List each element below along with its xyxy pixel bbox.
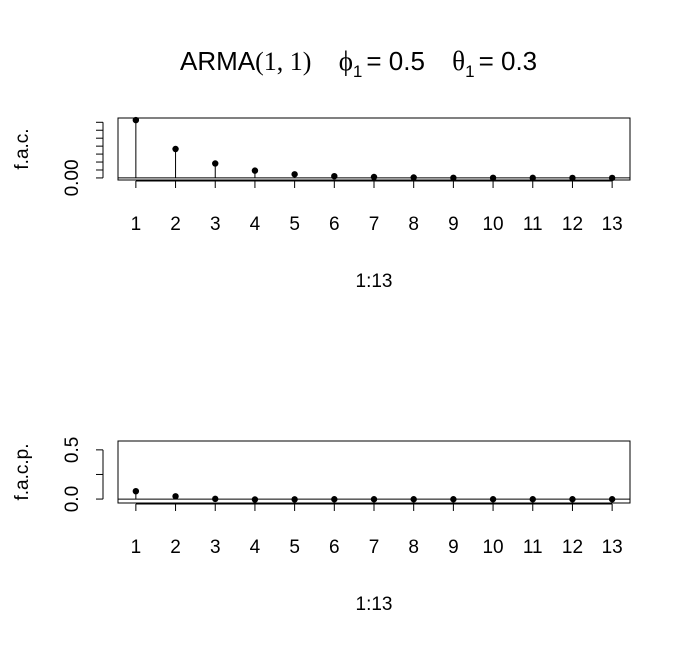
data-point	[410, 496, 417, 503]
x-tick-label: 8	[408, 537, 419, 558]
data-point	[529, 174, 536, 182]
title-args: (1, 1)	[255, 47, 311, 76]
data-point	[251, 167, 259, 174]
x-tick-label: 12	[562, 537, 583, 558]
x-tick-label: 8	[408, 214, 419, 235]
data-point	[331, 496, 338, 503]
chart-title: ARMA(1, 1) ϕ1 = 0.5 θ1 = 0.3	[180, 46, 537, 81]
data-point	[489, 496, 497, 503]
title-phi-value: = 0.5	[366, 46, 425, 76]
x-tick-label: 5	[289, 537, 300, 558]
data-point	[132, 116, 140, 124]
x-tick-label: 7	[369, 537, 380, 558]
data-point	[132, 487, 140, 495]
data-point	[370, 173, 378, 181]
x-tick-label: 1	[131, 537, 142, 558]
y-tick-label: 0.00	[62, 159, 83, 196]
data-point	[251, 496, 259, 503]
data-point	[569, 496, 576, 503]
data-point	[212, 160, 219, 167]
x-tick-label: 9	[448, 214, 459, 235]
data-point	[450, 174, 457, 181]
x-axis-label: 1:13	[356, 271, 393, 292]
data-point	[450, 496, 457, 503]
data-point	[370, 496, 378, 503]
data-point	[569, 174, 576, 182]
x-tick-label: 2	[170, 537, 181, 558]
data-point	[489, 174, 497, 181]
x-tick-label: 13	[602, 537, 623, 558]
x-tick-label: 4	[250, 537, 261, 558]
data-point	[608, 174, 616, 182]
plot-frame	[117, 117, 631, 181]
x-tick-label: 6	[329, 214, 340, 235]
y-tick-label: 0.5	[62, 437, 83, 463]
title-phi-symbol: ϕ	[339, 46, 353, 76]
x-tick-label: 11	[523, 214, 543, 235]
x-tick-label: 12	[562, 214, 583, 235]
x-tick-label: 3	[210, 537, 221, 558]
x-axis-label: 1:13	[356, 594, 393, 615]
title-theta-sub: 1	[465, 62, 474, 81]
data-point	[529, 496, 536, 503]
title-model: ARMA	[180, 46, 256, 76]
x-tick-label: 5	[289, 214, 300, 235]
y-axis-label: f.a.c.p.	[12, 443, 33, 500]
y-axis-label: f.a.c.	[12, 128, 33, 169]
x-tick-label: 7	[369, 214, 380, 235]
x-tick-label: 11	[523, 537, 543, 558]
x-tick-label: 10	[482, 214, 503, 235]
x-tick-label: 13	[602, 214, 623, 235]
plot-frame	[117, 440, 631, 504]
data-point	[291, 496, 298, 503]
x-tick-label: 6	[329, 537, 340, 558]
x-tick-label: 1	[131, 214, 142, 235]
data-point	[172, 145, 179, 153]
x-tick-label: 10	[482, 537, 503, 558]
data-point	[410, 174, 417, 181]
pacf-panel: 1 2 3 4 5 6 7 8 9 10 11 12 131:130.00.5f.a.c.p.	[12, 437, 631, 615]
title-theta-symbol: θ	[452, 46, 465, 76]
data-point	[608, 496, 616, 503]
title-theta-value: = 0.3	[479, 46, 538, 76]
data-point	[172, 493, 179, 500]
x-tick-label: 9	[448, 537, 459, 558]
x-tick-label: 4	[250, 214, 261, 235]
acf-panel: 1 2 3 4 5 6 7 8 9 10 11 12 131:130.00f.a.c.	[12, 116, 631, 292]
data-point	[331, 172, 338, 180]
y-tick-label: 0.0	[62, 486, 83, 512]
data-point	[291, 171, 298, 178]
title-phi-sub: 1	[353, 62, 362, 81]
x-tick-label: 3	[210, 214, 221, 235]
x-tick-label: 2	[170, 214, 181, 235]
data-point	[212, 495, 219, 503]
